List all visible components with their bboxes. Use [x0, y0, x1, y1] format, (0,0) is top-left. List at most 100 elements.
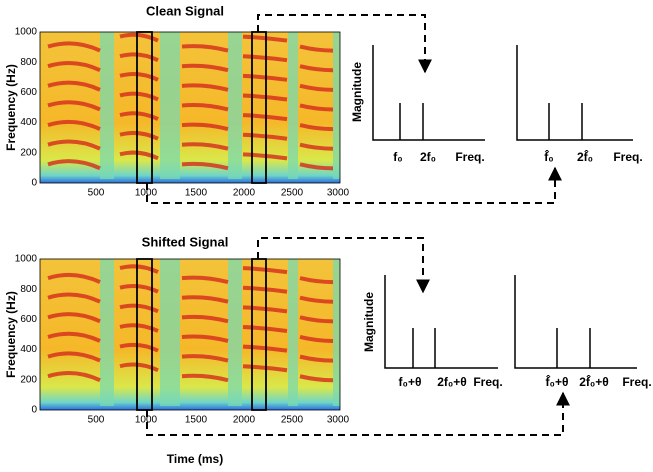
- harmonic: [47, 41, 101, 53]
- y-tick-label: 0: [31, 178, 37, 189]
- harmonic: [119, 342, 159, 353]
- spectrogram-band: [160, 259, 180, 406]
- harmonic: [242, 305, 288, 314]
- harmonic: [119, 283, 159, 294]
- harmonic: [181, 83, 229, 92]
- harmonic: [242, 344, 288, 353]
- peak-label: 2f̂₀+θ: [579, 374, 609, 389]
- y-tick-label: 1000: [15, 27, 38, 38]
- harmonic: [242, 285, 288, 294]
- harmonic: [181, 63, 229, 73]
- x-tick-label: 500: [88, 188, 105, 199]
- harmonic: [119, 91, 159, 102]
- y-tick-label: 400: [20, 117, 37, 128]
- plot-axes: [516, 45, 633, 141]
- plot-axes: [372, 45, 485, 141]
- spectrogram-band: [333, 259, 340, 406]
- y-tick-label: 800: [20, 284, 37, 295]
- harmonic: [119, 52, 159, 63]
- harmonic: [181, 334, 229, 343]
- peak-label: 2f̂₀: [577, 149, 593, 164]
- harmonic: [47, 100, 101, 112]
- harmonic: [299, 83, 334, 92]
- y-tick-label: 0: [31, 405, 37, 416]
- harmonic: [181, 354, 229, 363]
- harmonic: [299, 123, 334, 132]
- harmonic: [47, 272, 101, 284]
- harmonic: [242, 113, 288, 122]
- y-tick-label: 200: [20, 374, 37, 385]
- harmonic: [299, 64, 334, 73]
- spectrogram-band: [333, 32, 340, 179]
- harmonic: [119, 130, 159, 141]
- spectrogram-band: [160, 32, 180, 179]
- harmonic: [181, 275, 229, 285]
- x-tick-label: 500: [88, 415, 105, 426]
- harmonic: [299, 142, 334, 151]
- x-axis-label: Time (ms): [167, 452, 223, 466]
- harmonic: [299, 44, 334, 53]
- harmonic: [47, 80, 101, 92]
- peak-label: f̂₀+θ: [545, 374, 568, 389]
- harmonic: [181, 295, 229, 304]
- frame-box: [136, 258, 153, 411]
- harmonic: [119, 303, 159, 314]
- harmonic: [119, 72, 159, 82]
- magnitude-label: Magnitude: [362, 292, 376, 352]
- harmonic: [119, 264, 159, 274]
- harmonic: [299, 374, 334, 383]
- harmonic: [181, 142, 229, 151]
- harmonic: [242, 364, 288, 373]
- y-tick-label: 600: [20, 87, 37, 98]
- harmonic: [181, 44, 229, 53]
- peak-label: 2f₀: [420, 150, 436, 164]
- harmonic: [242, 266, 288, 275]
- peak-label: 2f₀+θ: [437, 375, 467, 389]
- spectrogram-band: [288, 32, 298, 179]
- panel-title: Clean Signal: [146, 3, 224, 18]
- plot-axes: [384, 275, 498, 369]
- harmonic: [242, 73, 288, 82]
- dashed-arrow: [257, 14, 432, 74]
- harmonic: [119, 32, 159, 43]
- harmonic: [47, 351, 101, 363]
- spectrogram-band: [228, 259, 242, 406]
- y-tick-label: 600: [20, 314, 37, 325]
- x-tick-label: 2000: [233, 188, 256, 199]
- harmonic: [47, 371, 101, 383]
- y-tick-label: 200: [20, 147, 37, 158]
- harmonic: [47, 61, 101, 73]
- harmonic: [299, 162, 334, 171]
- harmonic: [299, 295, 334, 304]
- y-axis-label: Frequency (Hz): [4, 64, 18, 151]
- freq-label: Freq.: [455, 150, 484, 164]
- peak-label: f₀: [393, 150, 402, 164]
- spectrogram-band: [100, 32, 114, 179]
- x-tick-label: 2000: [233, 415, 256, 426]
- peak-label: f̂₀: [544, 149, 554, 164]
- frame-box: [136, 31, 153, 184]
- harmonic: [47, 331, 101, 343]
- x-tick-label: 1000: [135, 415, 158, 426]
- peak-label: f₀+θ: [399, 375, 422, 389]
- harmonic: [242, 54, 288, 63]
- harmonic: [119, 323, 159, 333]
- harmonic: [242, 324, 288, 333]
- x-tick-label: 1500: [185, 188, 208, 199]
- harmonic: [47, 139, 101, 151]
- spectrogram-band: [100, 259, 114, 406]
- harmonic: [242, 152, 288, 161]
- x-tick-label: 2500: [281, 415, 304, 426]
- plot-axes: [514, 275, 637, 369]
- spectrogram-frame: [39, 31, 341, 184]
- x-tick-label: 1000: [135, 188, 158, 199]
- harmonic: [181, 102, 229, 112]
- harmonic: [47, 119, 101, 131]
- harmonic: [299, 315, 334, 324]
- dashed-arrow: [146, 166, 562, 204]
- x-tick-label: 3000: [327, 188, 350, 199]
- harmonic: [242, 34, 288, 43]
- harmonic: [181, 314, 229, 324]
- dashed-arrow: [146, 391, 570, 436]
